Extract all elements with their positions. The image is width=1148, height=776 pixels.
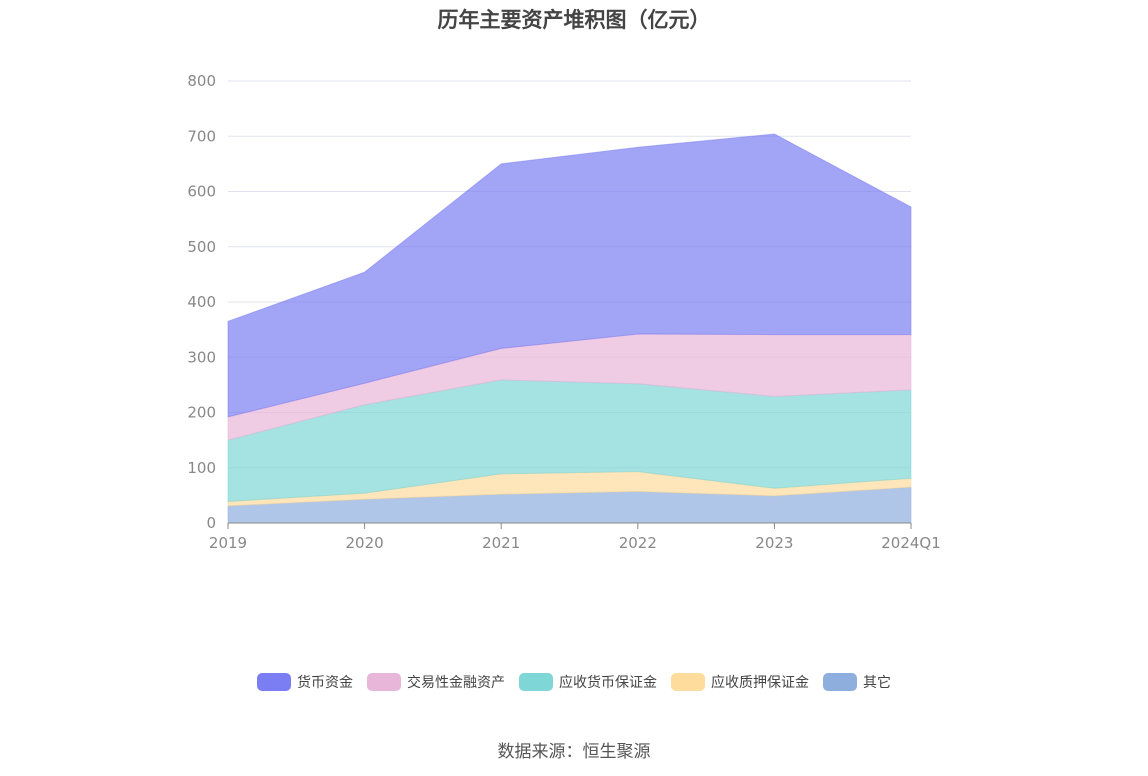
legend-item[interactable]: 其它: [823, 672, 891, 692]
y-tick-label: 500: [187, 238, 216, 256]
y-tick-label: 0: [206, 514, 216, 532]
y-tick-label: 200: [187, 404, 216, 422]
legend-item[interactable]: 交易性金融资产: [367, 672, 505, 692]
y-tick-label: 100: [187, 459, 216, 477]
y-tick-label: 300: [187, 348, 216, 366]
y-tick-label: 700: [187, 127, 216, 145]
legend-swatch: [671, 673, 705, 691]
legend-label: 应收货币保证金: [559, 675, 657, 691]
y-tick-label: 400: [187, 293, 216, 311]
legend-item[interactable]: 应收货币保证金: [519, 672, 657, 692]
area-4: [227, 133, 912, 418]
legend-item[interactable]: 货币资金: [257, 672, 353, 692]
x-tick-label: 2021: [482, 534, 520, 552]
stacked-area-chart: 0 100 200 300 400 500 600 700 800 2019 2020 2021 202…: [187, 72, 941, 552]
legend-label: 货币资金: [297, 675, 353, 691]
y-tick-label: 600: [187, 183, 216, 201]
legend-label: 交易性金融资产: [407, 675, 505, 691]
x-tick-label: 2023: [755, 534, 793, 552]
legend-swatch: [367, 673, 401, 691]
x-tick-label: 2024Q1: [881, 534, 941, 552]
chart-title: 历年主要资产堆积图（亿元）: [437, 8, 711, 32]
data-source: 数据来源：恒生聚源: [497, 742, 651, 762]
legend-item[interactable]: 应收质押保证金: [671, 672, 809, 692]
x-tick-label: 2020: [346, 534, 384, 552]
legend-swatch: [257, 673, 291, 691]
legend: 货币资金 交易性金融资产 应收货币保证金 应收质押保证金 其它: [0, 672, 1148, 692]
legend-label: 应收质押保证金: [711, 675, 809, 691]
x-tick-label: 2022: [619, 534, 657, 552]
legend-label: 其它: [863, 675, 891, 691]
x-tick-label: 2019: [209, 534, 247, 552]
y-tick-label: 800: [187, 72, 216, 90]
legend-swatch: [519, 673, 553, 691]
legend-swatch: [823, 673, 857, 691]
